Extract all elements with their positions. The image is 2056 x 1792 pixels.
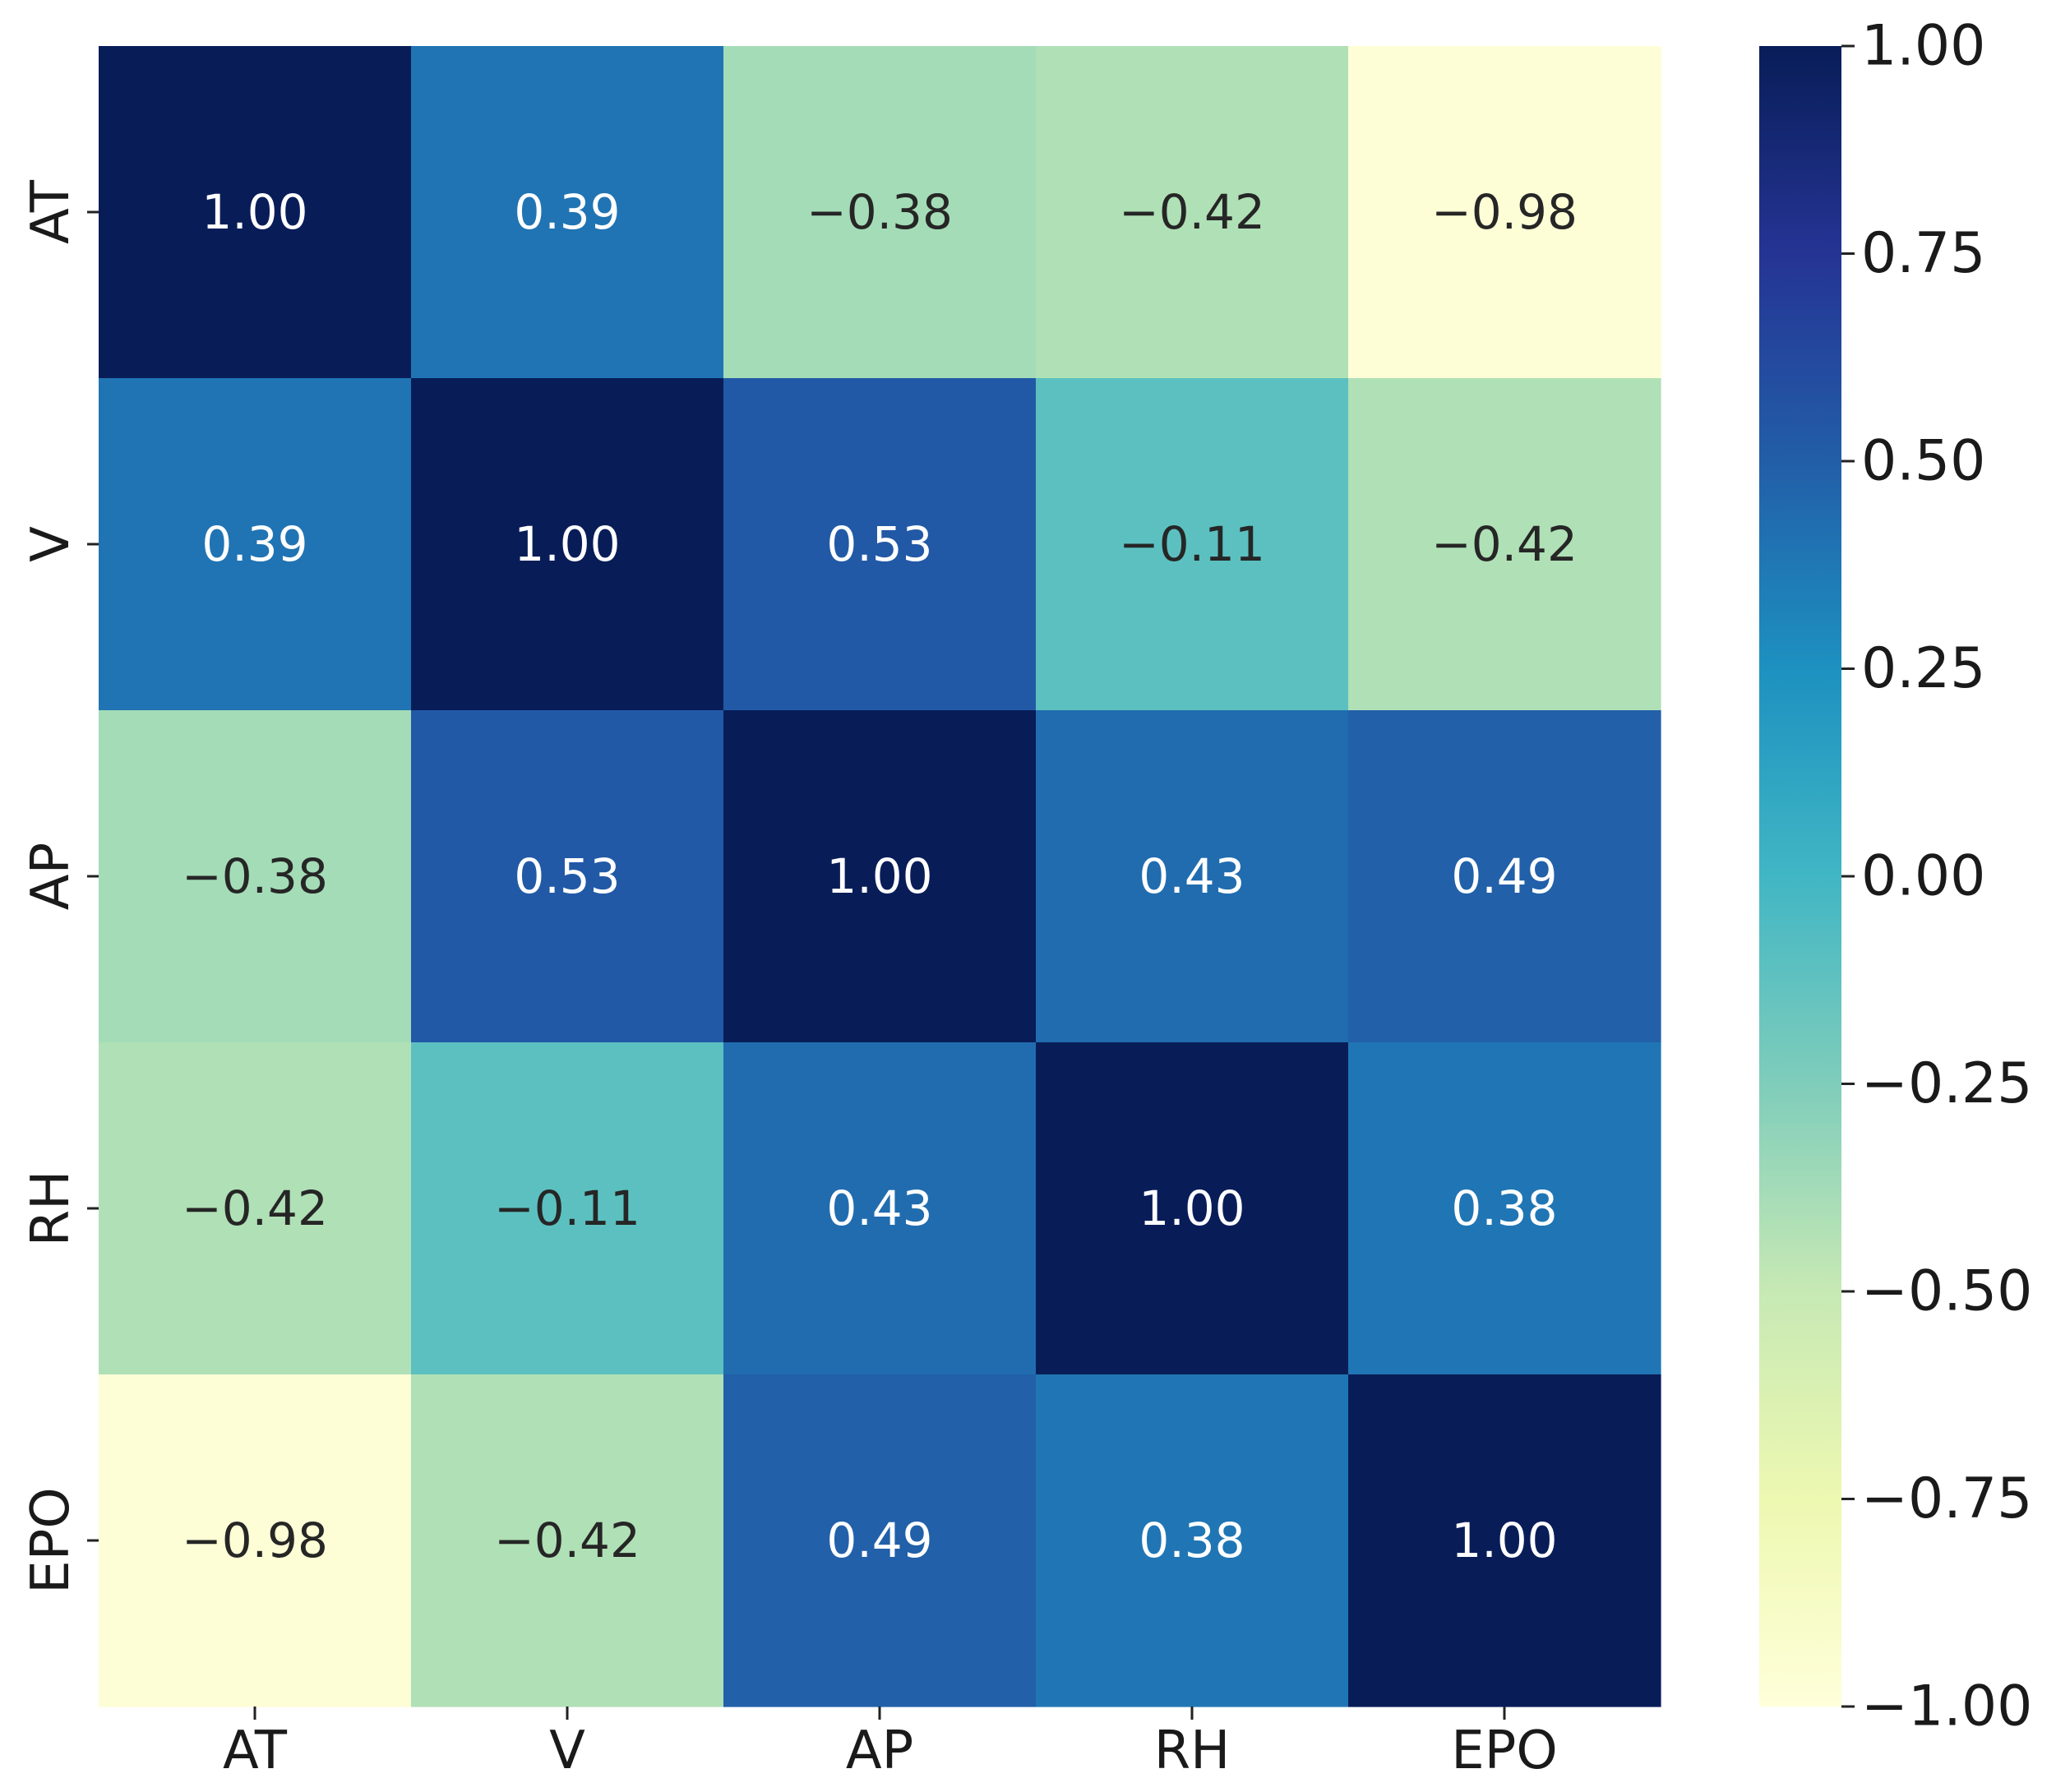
cell-label-v-epo: −0.42: [1431, 516, 1578, 572]
cell-label-epo-rh: 0.38: [1139, 1513, 1245, 1568]
y-axis: AT V AP RH EPO: [21, 179, 99, 1594]
heatmap-cell-epo-ap: [723, 1374, 1037, 1707]
x-tick-label-rh: RH: [1154, 1720, 1231, 1781]
colorbar-tick-label: −0.50: [1861, 1259, 2032, 1324]
heatmap-cell-at-ap: [723, 46, 1037, 379]
heatmap-cell-at-epo: [1348, 46, 1661, 379]
cell-label-v-ap: 0.53: [826, 516, 932, 572]
colorbar-tick-label: −0.75: [1861, 1466, 2032, 1531]
heatmap-cell-ap-rh: [1036, 710, 1349, 1043]
heatmap-cell-ap-at: [99, 710, 412, 1043]
colorbar: 1.00 0.75 0.50 0.25 0.00 −0.25 −0.50 −0.75 −1.00: [1759, 14, 2032, 1739]
heatmap-cell-v-epo: [1348, 378, 1661, 711]
heatmap-cell-ap-v: [411, 710, 724, 1043]
cell-label-at-rh: −0.42: [1119, 184, 1265, 240]
cell-label-rh-ap: 0.43: [826, 1180, 932, 1236]
cell-label-ap-rh: 0.43: [1139, 848, 1245, 904]
x-tick-label-at: AT: [223, 1720, 288, 1781]
y-tick-label-v: V: [21, 526, 81, 562]
heatmap-cell-v-rh: [1036, 378, 1349, 711]
x-tick-label-v: V: [549, 1720, 585, 1781]
heatmap-cell-rh-v: [411, 1042, 724, 1375]
colorbar-tick-label: 0.50: [1861, 429, 1985, 494]
cell-label-ap-v: 0.53: [514, 848, 620, 904]
heatmap-cell-rh-at: [99, 1042, 412, 1375]
heatmap-cell-v-ap: [723, 378, 1037, 711]
cell-label-v-rh: −0.11: [1119, 516, 1265, 572]
colorbar-tick-label: −0.25: [1861, 1051, 2032, 1116]
heatmap-cell-rh-ap: [723, 1042, 1037, 1375]
heatmap-cell-v-v: [411, 378, 724, 711]
colorbar-tick-label: 0.25: [1861, 636, 1985, 701]
cell-label-at-v: 0.39: [514, 184, 620, 240]
heatmap-cell-labels: 1.00 0.39 −0.38 −0.42 −0.98 0.39 1.00 0.53 −0.11…: [182, 184, 1578, 1568]
y-tick-label-ap: AP: [21, 843, 81, 910]
colorbar-tick-label: 0.75: [1861, 221, 1985, 286]
cell-label-epo-v: −0.42: [494, 1513, 640, 1568]
colorbar-gradient: [1759, 46, 1841, 1707]
heatmap-cell-v-at: [99, 378, 412, 711]
cell-label-rh-rh: 1.00: [1139, 1180, 1245, 1236]
cell-label-ap-ap: 1.00: [826, 848, 932, 904]
y-tick-label-rh: RH: [21, 1171, 81, 1247]
x-tick-label-ap: AP: [846, 1720, 913, 1781]
cell-label-ap-at: −0.38: [182, 848, 328, 904]
cell-label-at-at: 1.00: [201, 184, 307, 240]
x-axis: AT V AP RH EPO: [223, 1707, 1558, 1781]
cell-label-epo-ap: 0.49: [826, 1513, 932, 1568]
cell-label-epo-epo: 1.00: [1451, 1513, 1557, 1568]
cell-label-at-ap: −0.38: [806, 184, 953, 240]
heatmap-cell-at-v: [411, 46, 724, 379]
cell-label-ap-epo: 0.49: [1451, 848, 1557, 904]
heatmap-cell-ap-epo: [1348, 710, 1661, 1043]
colorbar-tick-label: −1.00: [1861, 1674, 2032, 1739]
heatmap-cell-epo-at: [99, 1374, 412, 1707]
cell-label-rh-epo: 0.38: [1451, 1180, 1557, 1236]
cell-label-epo-at: −0.98: [182, 1513, 328, 1568]
colorbar-tick-label: 1.00: [1861, 14, 1985, 79]
heatmap-cell-epo-rh: [1036, 1374, 1349, 1707]
heatmap-cell-rh-rh: [1036, 1042, 1349, 1375]
cell-label-at-epo: −0.98: [1431, 184, 1578, 240]
heatmap-cell-epo-v: [411, 1374, 724, 1707]
cell-label-v-v: 1.00: [514, 516, 620, 572]
colorbar-tick-label: 0.00: [1861, 844, 1985, 909]
cell-label-rh-v: −0.11: [494, 1180, 640, 1236]
y-tick-label-at: AT: [21, 179, 81, 244]
heatmap-cells: [99, 46, 1661, 1707]
heatmap-cell-ap-ap: [723, 710, 1037, 1043]
y-tick-label-epo: EPO: [21, 1487, 81, 1593]
heatmap-cell-rh-epo: [1348, 1042, 1661, 1375]
cell-label-v-at: 0.39: [201, 516, 307, 572]
cell-label-rh-at: −0.42: [182, 1180, 328, 1236]
heatmap-cell-at-at: [99, 46, 412, 379]
heatmap-cell-at-rh: [1036, 46, 1349, 379]
x-tick-label-epo: EPO: [1451, 1720, 1557, 1781]
heatmap-cell-epo-epo: [1348, 1374, 1661, 1707]
